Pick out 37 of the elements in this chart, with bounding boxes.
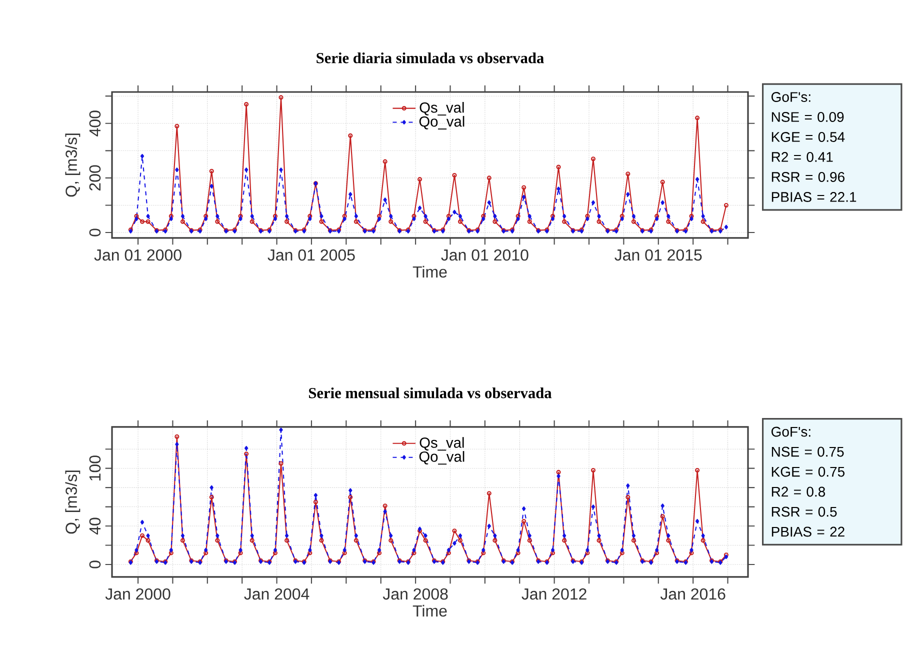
x-tick-label: Jan 2000	[105, 588, 170, 600]
text: NSE = 0.09	[772, 112, 844, 122]
x-tick-label: Jan 2004	[244, 588, 310, 600]
text: PBIAS = 22	[772, 526, 844, 537]
chart-title: Serie mensual simulada vs observada	[308, 387, 552, 398]
y-tick-label: 0	[89, 228, 101, 236]
y-tick-label: 40	[89, 518, 101, 535]
x-tick-label: Jan 01 2005	[268, 249, 355, 261]
legend-label: Qs_val	[420, 102, 464, 116]
x-tick-label: Jan 2008	[382, 588, 448, 600]
x-tick-label: Jan 2012	[522, 588, 586, 600]
text: RSR = 0.96	[772, 172, 844, 182]
text: KGE = 0.75	[772, 466, 845, 477]
x-tick-label: Jan 01 2010	[441, 249, 528, 261]
text: KGE = 0.54	[772, 132, 845, 142]
text: R2 = 0.8	[772, 486, 826, 497]
legend-label: Qo_val	[419, 451, 464, 465]
y-axis-title: Q, [m3/s]	[65, 134, 80, 197]
x-tick-label: Jan 01 2000	[94, 249, 182, 261]
y-tick-label: 400	[89, 110, 101, 136]
text: RSR = 0.5	[772, 506, 837, 517]
text: GoF's:	[772, 426, 810, 437]
legend-label: Qs_val	[420, 437, 464, 451]
chart-title: Serie diaria simulada vs observada	[316, 52, 544, 64]
text: NSE = 0.75	[772, 446, 844, 457]
x-axis-title: Time	[412, 604, 447, 617]
legend-label: Qo_val	[419, 116, 464, 130]
text: GoF's:	[772, 92, 810, 102]
y-axis-title: Q, [m3/s]	[65, 470, 80, 534]
text: PBIAS = 22.1	[772, 192, 856, 202]
y-tick-label: 0	[89, 560, 101, 568]
y-tick-label: 200	[89, 165, 101, 190]
x-axis-title: Time	[412, 266, 447, 278]
x-tick-label: Jan 01 2015	[614, 249, 702, 261]
x-tick-label: Jan 2016	[660, 588, 726, 600]
text: R2 = 0.41	[772, 152, 833, 162]
y-tick-label: 100	[89, 456, 101, 480]
